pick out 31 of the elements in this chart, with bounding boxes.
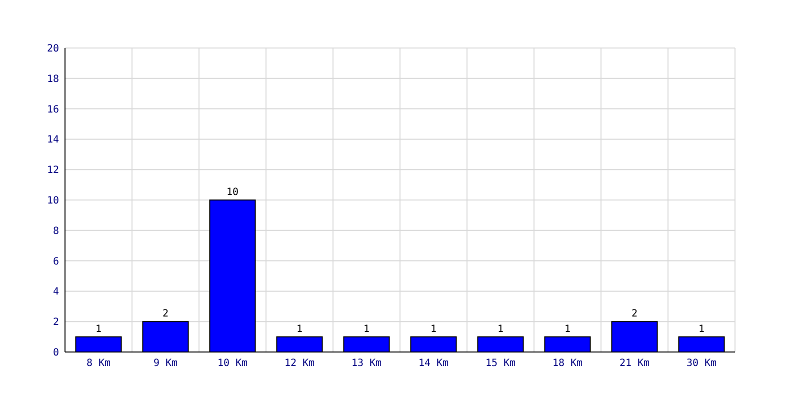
y-tick-label: 14 [46,134,59,146]
data-label: 10 [226,187,239,198]
data-label: 2 [162,308,169,320]
data-label: 1 [363,324,370,335]
data-label: 1 [497,324,504,335]
data-label: 1 [95,324,102,335]
y-tick-label: 16 [46,104,59,116]
y-tick-label: 4 [52,286,59,298]
y-tick-label: 8 [52,226,59,237]
y-tick-label: 0 [52,348,59,358]
y-tick-label: 20 [46,44,59,54]
x-tick-label: 12 Km [284,358,315,369]
y-tick-label: 2 [52,317,59,328]
x-tick-label: 14 Km [418,358,449,369]
y-tick-label: 10 [46,196,59,206]
x-tick-label: 15 Km [485,358,516,369]
x-tick-label: 18 Km [552,358,583,369]
data-label: 1 [296,324,303,335]
x-tick-label: 9 Km [153,358,178,369]
y-tick-label: 6 [52,256,59,268]
x-tick-label: 10 Km [217,358,248,369]
x-tick-label: 13 Km [351,358,382,369]
y-tick-label: 18 [46,74,59,85]
data-label: 2 [631,308,638,320]
y-tick-label: 12 [46,165,59,176]
data-label: 1 [430,324,437,335]
data-label: 1 [564,324,571,335]
x-tick-label: 8 Km [86,358,111,369]
x-tick-label: 21 Km [619,358,650,369]
data-label: 1 [698,324,705,335]
x-tick-label: 30 Km [686,358,717,369]
